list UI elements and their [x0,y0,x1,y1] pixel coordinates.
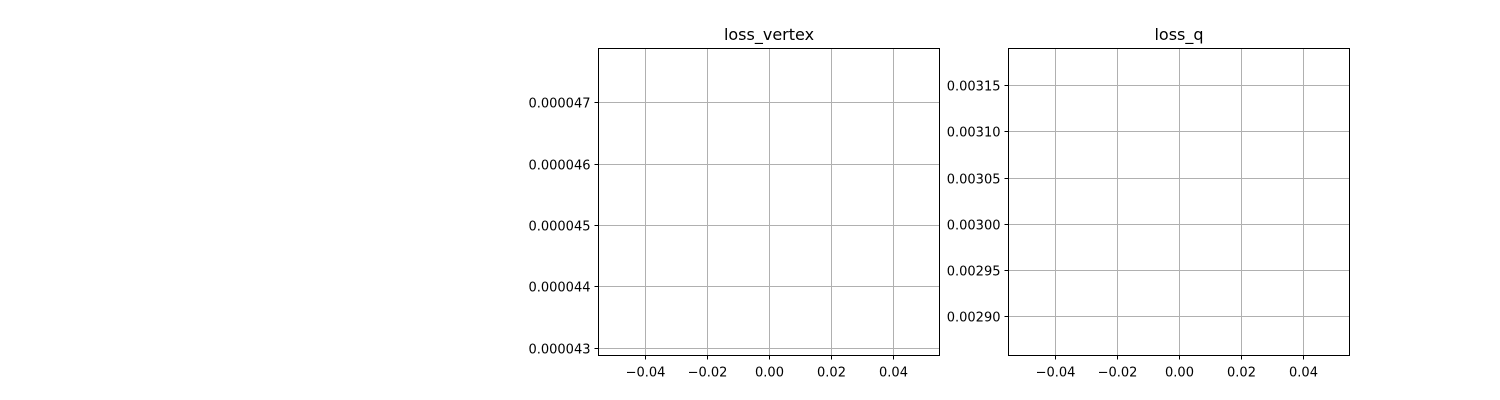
x-axis: −0.04 −0.02 0.00 0.02 0.04 [626,355,908,381]
x-tick-label: 0.02 [1227,366,1256,381]
x-tick-label: 0.04 [1289,366,1318,381]
y-tick-label: 0.00290 [947,311,1001,326]
y-tick-label: 0.00315 [947,80,1001,95]
y-tick-label: 0.00300 [947,219,1001,234]
subplot-loss-q: loss_q −0.04 −0.02 0.00 0.02 0.04 0.002900.0… [947,25,1350,381]
x-tick-label: −0.02 [1098,366,1138,381]
y-tick-label: 0.00295 [947,265,1001,280]
y-axis: 0.000043 0.000044 0.000045 0.000046 0.000047 [528,97,599,358]
y-tick-label: 0.00310 [947,126,1001,141]
x-tick-label: 0.02 [817,366,846,381]
x-tick-label: 0.00 [1165,366,1194,381]
x-tick-label: 0.04 [879,366,908,381]
x-tick-label: −0.02 [688,366,728,381]
subplot-title: loss_vertex [724,25,814,45]
y-tick-label: 0.000045 [528,220,590,235]
x-tick-label: 0.00 [755,366,784,381]
subplot-title: loss_q [1154,25,1203,45]
y-axis: 0.00290 0.00295 0.00300 0.00305 0.00310 0.003… [947,80,1009,326]
subplot-loss-vertex: loss_vertex −0.04 −0.02 0.00 0.02 0.04 0.000… [528,25,940,381]
grid-lines [598,48,940,356]
y-tick-label: 0.00305 [947,173,1001,188]
y-tick-label: 0.000044 [528,281,590,296]
x-axis: −0.04 −0.02 0.00 0.02 0.04 [1036,355,1318,381]
y-tick-label: 0.000043 [528,343,590,358]
x-tick-label: −0.04 [626,366,666,381]
x-tick-label: −0.04 [1036,366,1076,381]
grid-lines [1008,48,1350,356]
y-tick-label: 0.000047 [528,97,590,112]
y-tick-label: 0.000046 [528,159,590,174]
